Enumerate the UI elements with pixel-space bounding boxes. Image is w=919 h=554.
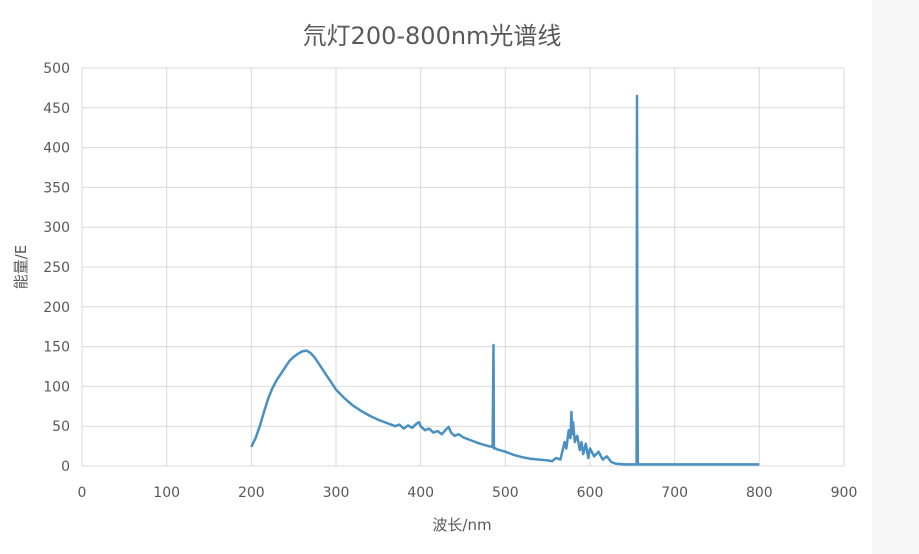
y-tick-label: 100 <box>43 379 70 395</box>
x-tick-label: 100 <box>153 485 180 501</box>
x-tick-label: 400 <box>407 485 434 501</box>
y-tick-label: 0 <box>61 459 70 475</box>
y-tick-label: 400 <box>43 141 70 157</box>
gridlines <box>81 67 845 467</box>
x-tick-label: 700 <box>661 485 688 501</box>
x-tick-label: 0 <box>78 485 87 501</box>
x-tick-labels: 0 100 200 300 400 500 600 700 800 900 <box>78 485 858 501</box>
x-tick-label: 800 <box>746 485 773 501</box>
x-tick-label: 900 <box>831 485 858 501</box>
right-margin-strip <box>872 0 919 554</box>
y-tick-label: 150 <box>43 340 70 356</box>
x-tick-label: 500 <box>492 485 519 501</box>
x-axis-label: 波长/nm <box>432 516 491 534</box>
spectrum-chart: 氘灯200-800nm光谱线 0 50 100 150 200 250 300 350 400 4… <box>12 22 858 534</box>
y-tick-labels: 0 50 100 150 200 250 300 350 400 450 500 <box>43 61 70 475</box>
x-tick-label: 300 <box>323 485 350 501</box>
y-tick-label: 350 <box>43 180 70 196</box>
x-tick-label: 200 <box>238 485 265 501</box>
y-tick-label: 50 <box>52 419 70 435</box>
chart-title: 氘灯200-800nm光谱线 <box>303 22 562 50</box>
y-axis-label: 能量/E <box>12 245 30 290</box>
series-layer <box>250 94 760 466</box>
y-tick-label: 300 <box>43 220 70 236</box>
y-tick-label: 450 <box>43 101 70 117</box>
y-tick-label: 250 <box>43 260 70 276</box>
spectrum-line <box>250 94 760 466</box>
x-tick-label: 600 <box>577 485 604 501</box>
y-tick-label: 500 <box>43 61 70 77</box>
y-tick-label: 200 <box>43 300 70 316</box>
